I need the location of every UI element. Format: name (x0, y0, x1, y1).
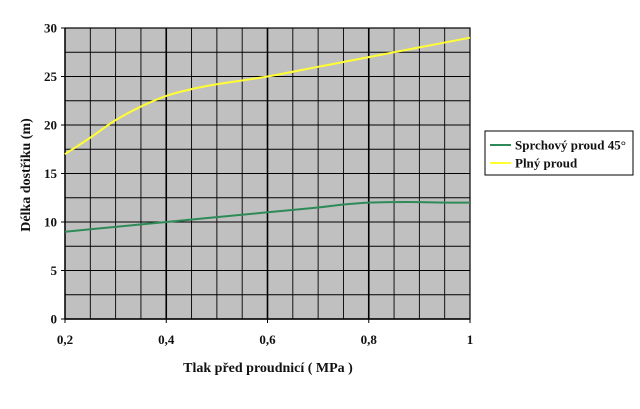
y-tick-label: 15 (44, 166, 58, 181)
y-axis-title: Délka dostřiku (m) (19, 118, 34, 232)
legend-box (484, 130, 634, 176)
x-tick-label: 0,4 (158, 332, 175, 347)
tick-labels: 0 5 10 15 20 25 30 0,2 0,4 0,6 0,8 1 (44, 21, 473, 348)
legend-label-2: Plný proud (515, 156, 578, 171)
x-tick-label: 1 (467, 332, 474, 347)
y-tick-label: 0 (51, 312, 58, 327)
legend-label-1: Sprchový proud 45° (515, 138, 626, 153)
legend: Sprchový proud 45° Plný proud (484, 130, 634, 176)
y-tick-label: 5 (51, 263, 58, 278)
series-lines (64, 36, 471, 233)
series-line-1 (64, 201, 471, 233)
y-tick-label: 30 (44, 21, 57, 36)
y-tick-label: 10 (44, 215, 57, 230)
x-tick-label: 0,2 (57, 332, 73, 347)
x-tick-label: 0,8 (361, 332, 378, 347)
x-tick-label: 0,6 (259, 332, 276, 347)
y-tick-label: 20 (44, 118, 57, 133)
series-line-2 (64, 36, 471, 155)
x-axis-title: Tlak před proudnicí ( MPa ) (183, 361, 353, 376)
y-tick-label: 25 (44, 69, 58, 84)
